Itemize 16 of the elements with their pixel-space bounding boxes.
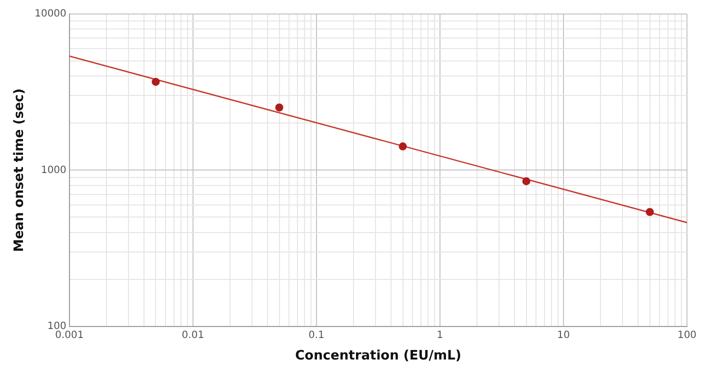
y-tick-label: 10000 [34,8,66,20]
x-tick-label: 100 [677,330,697,341]
point [646,208,654,216]
x-tick-label: 0.1 [308,330,324,341]
x-axis-title: Concentration (EU/mL) [295,348,462,364]
x-tick-label: 1 [436,330,444,341]
y-tick-label: 1000 [40,164,66,176]
point [522,177,530,186]
point [152,78,160,86]
point [275,104,284,112]
x-tick-label: 0.001 [55,330,84,341]
point [398,142,407,150]
x-tick-label: 10 [557,330,570,341]
y-tick-label: 100 [47,320,66,332]
x-tick-label: 0.01 [182,330,204,341]
y-axis-title: Mean onset time (sec) [12,88,28,252]
